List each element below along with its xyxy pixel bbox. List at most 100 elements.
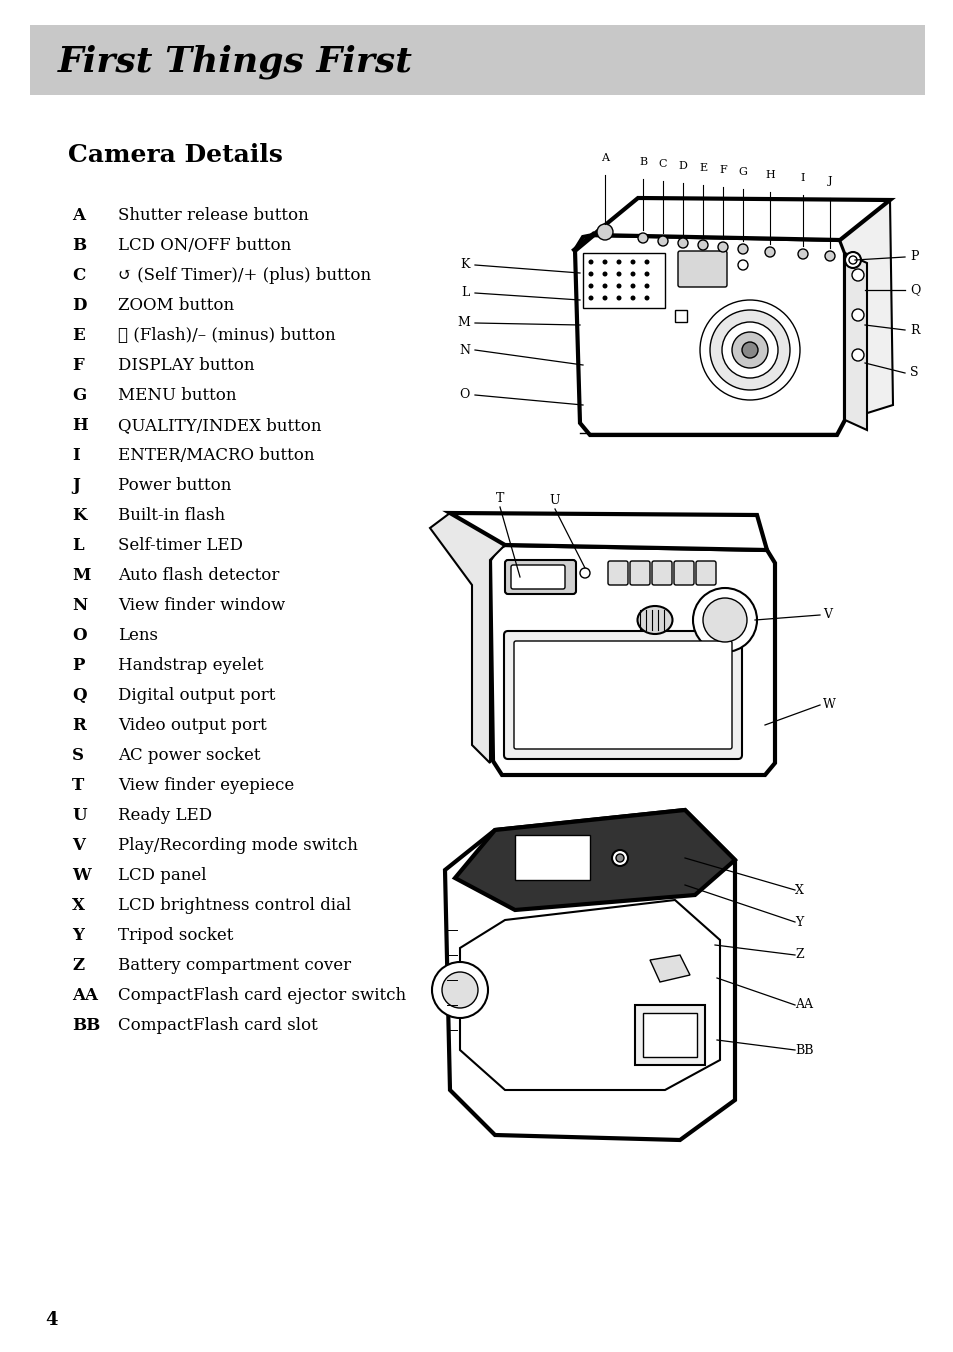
Text: L: L [461, 287, 470, 300]
FancyBboxPatch shape [503, 631, 741, 758]
Text: U: U [549, 493, 559, 507]
Text: D: D [71, 297, 87, 314]
FancyBboxPatch shape [629, 561, 649, 585]
Text: H: H [71, 416, 88, 434]
Polygon shape [649, 955, 689, 982]
Circle shape [602, 272, 607, 277]
Text: U: U [71, 807, 87, 823]
Text: T: T [71, 777, 84, 794]
Polygon shape [844, 253, 866, 430]
Circle shape [602, 296, 607, 300]
Text: M: M [456, 316, 470, 330]
Text: Digital output port: Digital output port [118, 687, 275, 704]
Text: H: H [764, 169, 774, 180]
Text: Y: Y [794, 915, 802, 929]
Circle shape [612, 850, 627, 867]
Text: Q: Q [909, 284, 920, 296]
Circle shape [824, 251, 834, 261]
Polygon shape [575, 235, 844, 435]
FancyBboxPatch shape [696, 561, 716, 585]
Circle shape [630, 296, 635, 300]
Text: ☇ (Flash)/– (minus) button: ☇ (Flash)/– (minus) button [118, 327, 335, 343]
Text: LCD brightness control dial: LCD brightness control dial [118, 896, 351, 914]
Text: A: A [600, 153, 608, 164]
Circle shape [658, 237, 667, 246]
Text: B: B [639, 157, 646, 166]
FancyBboxPatch shape [504, 560, 576, 594]
Text: C: C [659, 158, 666, 169]
Text: Auto flash detector: Auto flash detector [118, 566, 279, 584]
FancyBboxPatch shape [651, 561, 671, 585]
Text: X: X [71, 896, 85, 914]
Circle shape [630, 272, 635, 277]
Text: K: K [460, 258, 470, 272]
Text: Ready LED: Ready LED [118, 807, 212, 823]
Circle shape [441, 972, 477, 1009]
Text: Camera Details: Camera Details [68, 143, 283, 168]
Text: C: C [71, 266, 85, 284]
Circle shape [616, 260, 620, 265]
Text: S: S [71, 748, 84, 764]
Text: ENTER/MACRO button: ENTER/MACRO button [118, 448, 314, 464]
Bar [675, 310, 686, 322]
Circle shape [638, 233, 647, 243]
Text: V: V [822, 608, 831, 622]
Text: G: G [738, 166, 746, 177]
Polygon shape [490, 545, 774, 775]
Polygon shape [444, 810, 734, 1140]
Circle shape [764, 247, 774, 257]
Text: O: O [71, 627, 87, 644]
Text: Video output port: Video output port [118, 717, 267, 734]
Text: Handstrap eyelet: Handstrap eyelet [118, 657, 263, 675]
Polygon shape [459, 900, 720, 1090]
Text: Battery compartment cover: Battery compartment cover [118, 957, 351, 973]
Text: J: J [827, 176, 831, 185]
Text: LCD panel: LCD panel [118, 867, 206, 884]
Text: View finder window: View finder window [118, 598, 285, 614]
Bar [515, 836, 589, 880]
Circle shape [738, 260, 747, 270]
Circle shape [644, 296, 649, 300]
Text: Play/Recording mode switch: Play/Recording mode switch [118, 837, 357, 854]
Text: V: V [71, 837, 85, 854]
Text: DISPLAY button: DISPLAY button [118, 357, 254, 375]
Circle shape [616, 296, 620, 300]
FancyBboxPatch shape [511, 565, 564, 589]
Text: MENU button: MENU button [118, 387, 236, 404]
Circle shape [602, 260, 607, 265]
Circle shape [692, 588, 757, 652]
Text: N: N [458, 343, 470, 357]
Circle shape [851, 349, 863, 361]
Circle shape [644, 272, 649, 277]
Text: W: W [71, 867, 91, 884]
Text: M: M [71, 566, 91, 584]
Text: First Things First: First Things First [58, 45, 413, 80]
Text: 4: 4 [45, 1311, 57, 1329]
Text: ↺ (Self Timer)/+ (plus) button: ↺ (Self Timer)/+ (plus) button [118, 266, 371, 284]
Text: A: A [71, 207, 85, 224]
Circle shape [630, 260, 635, 265]
Text: Self-timer LED: Self-timer LED [118, 537, 243, 554]
Text: X: X [794, 883, 803, 896]
Text: Z: Z [71, 957, 84, 973]
Text: F: F [719, 165, 726, 174]
Text: O: O [459, 388, 470, 402]
Circle shape [851, 269, 863, 281]
Circle shape [844, 251, 861, 268]
Circle shape [616, 284, 620, 288]
Text: P: P [71, 657, 84, 675]
Circle shape [432, 963, 488, 1018]
Circle shape [616, 272, 620, 277]
Circle shape [741, 342, 758, 358]
FancyBboxPatch shape [673, 561, 693, 585]
Circle shape [721, 322, 778, 379]
Text: View finder eyepiece: View finder eyepiece [118, 777, 294, 794]
Bar [642, 1013, 697, 1057]
Circle shape [700, 300, 800, 400]
Bar [635, 1005, 704, 1065]
Text: Tripod socket: Tripod socket [118, 927, 233, 944]
Circle shape [588, 272, 593, 277]
Circle shape [848, 256, 856, 264]
Text: S: S [909, 366, 918, 380]
Polygon shape [450, 512, 766, 550]
